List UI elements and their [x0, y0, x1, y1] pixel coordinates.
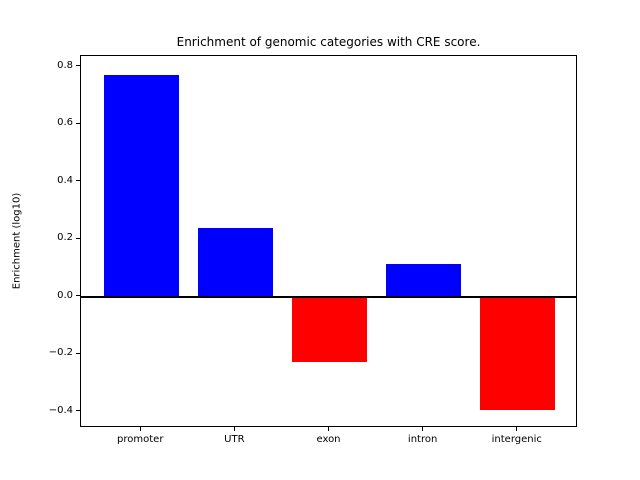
x-tick-label-exon: exon — [316, 434, 341, 445]
y-tick-mark — [76, 410, 80, 412]
bar-UTR — [197, 227, 274, 297]
zero-baseline — [81, 295, 576, 298]
x-tick-label-intron: intron — [407, 434, 438, 445]
y-tick-label: 0.6 — [57, 117, 73, 129]
bar-exon — [291, 296, 368, 362]
x-tick-label-UTR: UTR — [224, 434, 245, 445]
y-tick-mark — [76, 237, 80, 239]
bar-intergenic — [480, 296, 556, 411]
x-tick-mark — [139, 427, 141, 431]
y-tick-mark — [76, 180, 80, 182]
y-tick-mark — [76, 352, 80, 354]
y-tick-label: 0.4 — [57, 174, 73, 186]
x-tick-label-intergenic: intergenic — [491, 434, 542, 445]
x-tick-label-promoter: promoter — [117, 434, 164, 445]
y-tick-label: −0.2 — [48, 347, 73, 359]
plot-area — [80, 55, 577, 427]
x-tick-mark — [233, 427, 235, 431]
x-tick-mark — [328, 427, 329, 431]
y-axis-label: Enrichment (log10) — [11, 192, 23, 290]
x-tick-mark — [516, 427, 518, 431]
y-tick-label: −0.4 — [48, 404, 73, 416]
chart-title: Enrichment of genomic categories with CR… — [176, 35, 481, 49]
y-tick-label: 0.2 — [57, 232, 73, 244]
y-tick-mark — [76, 122, 80, 124]
y-tick-mark — [76, 295, 80, 297]
y-tick-label: 0.8 — [57, 59, 73, 71]
y-tick-mark — [76, 65, 80, 67]
y-tick-label: 0.0 — [57, 289, 73, 301]
x-tick-mark — [422, 427, 424, 431]
bar-intron — [385, 263, 462, 297]
bar-promoter — [103, 75, 179, 297]
